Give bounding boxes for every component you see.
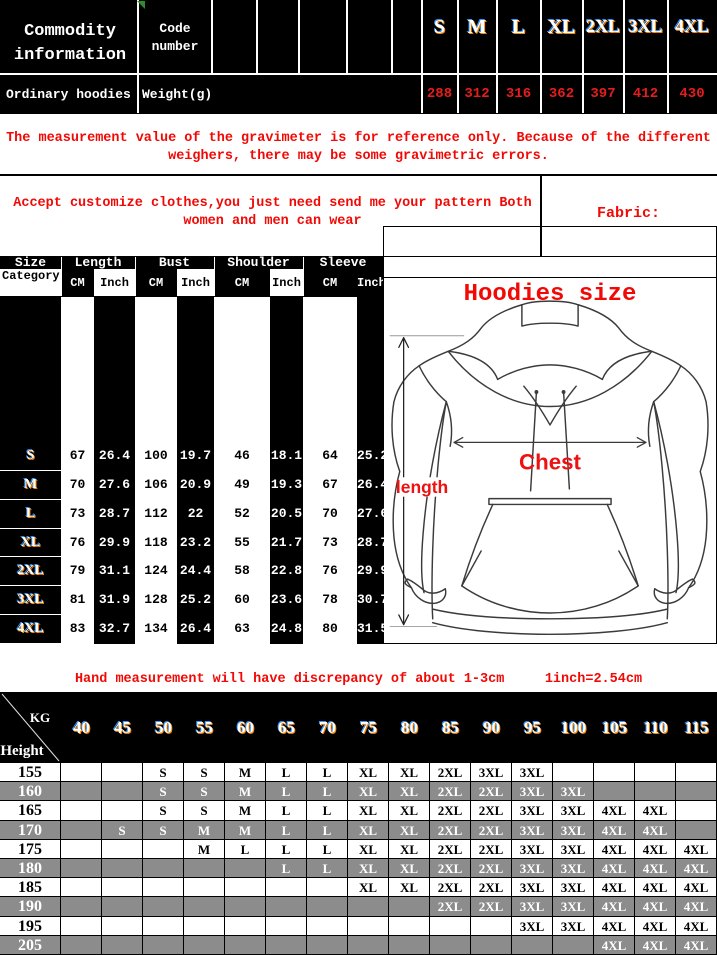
svg-text:Chest: Chest <box>519 450 581 475</box>
svg-text:length: length <box>396 477 448 497</box>
svg-text:Height: Height <box>0 743 43 759</box>
svg-text:KG: KG <box>30 710 50 725</box>
